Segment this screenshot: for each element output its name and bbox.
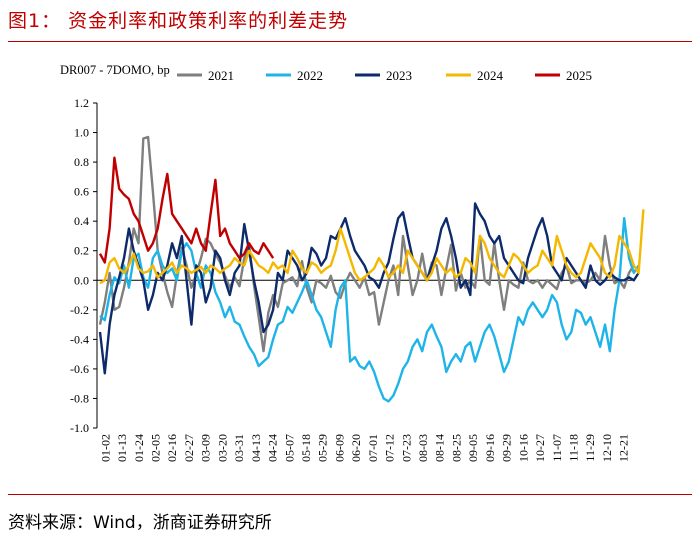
figure-title: 图1： 资金利率和政策利率的利差走势 <box>8 10 349 32</box>
y-tick-label: 1.0 <box>74 126 89 140</box>
x-tick-label: 09-29 <box>500 434 514 462</box>
y-tick-label: -0.6 <box>70 362 89 376</box>
y-tick-label: 0.8 <box>74 155 89 169</box>
x-tick-label: 08-03 <box>416 434 430 462</box>
y-tick-label: -1.0 <box>70 421 89 435</box>
x-tick-label: 02-27 <box>182 434 196 462</box>
x-tick-label: 04-24 <box>266 434 280 462</box>
x-tick-label: 01-13 <box>115 434 129 462</box>
x-tick-label: 05-29 <box>316 434 330 462</box>
y-tick-label: 1.2 <box>74 96 89 110</box>
legend-label-2021: 2021 <box>208 68 234 83</box>
y-tick-label: 0.6 <box>74 185 89 199</box>
y-tick-label: -0.2 <box>70 303 89 317</box>
x-tick-label: 03-31 <box>232 434 246 462</box>
x-tick-label: 03-09 <box>199 434 213 462</box>
x-tick-label: 03-20 <box>215 434 229 462</box>
series-line-2021 <box>98 135 635 353</box>
x-tick-label: 09-16 <box>483 434 497 462</box>
x-tick-label: 12-21 <box>617 434 631 462</box>
x-tick-label: 08-25 <box>449 434 463 462</box>
spread-line-chart: DR007 - 7DOMO, bp 2021 2022 2023 2024 2025 -… <box>60 63 645 462</box>
x-tick-label: 07-23 <box>399 434 413 462</box>
x-tick-label: 05-07 <box>282 434 296 462</box>
x-tick-label: 07-12 <box>383 434 397 462</box>
y-tick-label: -0.4 <box>70 332 89 346</box>
x-tick-label: 07-01 <box>366 434 380 462</box>
footer-divider <box>8 494 692 495</box>
x-tick-label: 10-27 <box>533 434 547 462</box>
y-axis-unit-label: DR007 - 7DOMO, bp <box>60 63 170 77</box>
legend-label-2022: 2022 <box>297 68 323 83</box>
x-tick-label: 06-20 <box>349 434 363 462</box>
series-line-2022 <box>99 216 640 403</box>
source-note: 资料来源：Wind，浙商证券研究所 <box>8 513 272 533</box>
x-tick-label: 02-05 <box>149 434 163 462</box>
x-tick-label: 08-14 <box>433 434 447 462</box>
series-layer <box>98 135 645 403</box>
x-tick-label: 09-05 <box>466 434 480 462</box>
legend-label-2023: 2023 <box>386 68 412 83</box>
y-tick-label: 0.2 <box>74 244 89 258</box>
legend: 2021 2022 2023 2024 2025 <box>177 68 592 83</box>
x-tick-label: 01-24 <box>132 434 146 462</box>
y-tick-label: -0.8 <box>70 391 89 405</box>
x-tick-label: 02-16 <box>165 434 179 462</box>
x-tick-label: 11-07 <box>550 434 564 462</box>
series-line-2024 <box>99 209 645 285</box>
y-tick-label: 0.4 <box>74 214 89 228</box>
x-tick-label: 06-09 <box>332 434 346 462</box>
legend-label-2025: 2025 <box>566 68 592 83</box>
title-divider <box>8 41 692 42</box>
x-tick-label: 11-18 <box>566 434 580 462</box>
chart-axes: -1.0 -0.8 -0.6 -0.4 -0.2 0.0 0.2 0.4 0.6 0.8 1.0 1.… <box>70 96 632 462</box>
x-tick-label: 12-10 <box>600 434 614 462</box>
x-tick-label: 01-02 <box>98 434 112 462</box>
x-tick-label: 04-13 <box>249 434 263 462</box>
x-tick-label: 05-18 <box>299 434 313 462</box>
series-line-2025 <box>98 156 275 264</box>
series-line-2023 <box>98 202 640 375</box>
legend-label-2024: 2024 <box>477 68 504 83</box>
y-tick-label: 0.0 <box>74 273 89 287</box>
x-tick-label: 11-29 <box>583 434 597 462</box>
x-tick-label: 10-16 <box>516 434 530 462</box>
